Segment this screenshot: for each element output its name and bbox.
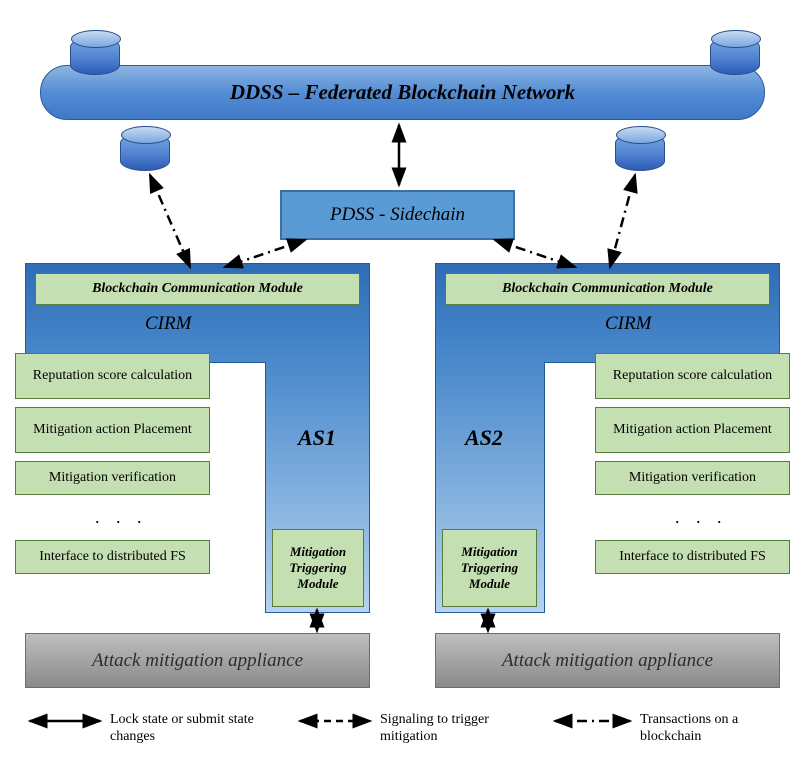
appliance-as1: Attack mitigation appliance bbox=[25, 633, 370, 688]
appliance-label: Attack mitigation appliance bbox=[502, 650, 713, 672]
cirm-label-as2: CIRM bbox=[605, 313, 651, 335]
module-verify-as1: Mitigation verification bbox=[15, 461, 210, 495]
cylinder-node bbox=[710, 37, 760, 75]
appliance-as2: Attack mitigation appliance bbox=[435, 633, 780, 688]
module-trigger-as1: Mitigation Triggering Module bbox=[272, 529, 364, 607]
bcm-box-as2: Blockchain Communication Module bbox=[445, 273, 770, 305]
legend-dashed: Signaling to trigger mitigation bbox=[380, 712, 535, 746]
module-trigger-as2: Mitigation Triggering Module bbox=[442, 529, 537, 607]
sidechain-box: PDSS - Sidechain bbox=[280, 190, 515, 240]
network-bar-label: DDSS – Federated Blockchain Network bbox=[230, 80, 575, 105]
module-iface-as2: Interface to distributed FS bbox=[595, 540, 790, 574]
module-rep-as1: Reputation score calculation bbox=[15, 353, 210, 399]
module-dots-as1: . . . bbox=[95, 507, 148, 528]
legend-solid: Lock state or submit state changes bbox=[110, 712, 280, 746]
cylinder-node bbox=[615, 133, 665, 171]
diagram-canvas: DDSS – Federated Blockchain Network PDSS… bbox=[15, 15, 790, 758]
module-iface-as1: Interface to distributed FS bbox=[15, 540, 210, 574]
module-place-as2: Mitigation action Placement bbox=[595, 407, 790, 453]
cylinder-node bbox=[70, 37, 120, 75]
sidechain-label: PDSS - Sidechain bbox=[330, 204, 465, 226]
as1-label: AS1 bbox=[298, 425, 336, 451]
module-rep-as2: Reputation score calculation bbox=[595, 353, 790, 399]
bcm-box-as1: Blockchain Communication Module bbox=[35, 273, 360, 305]
module-place-as1: Mitigation action Placement bbox=[15, 407, 210, 453]
module-verify-as2: Mitigation verification bbox=[595, 461, 790, 495]
appliance-label: Attack mitigation appliance bbox=[92, 650, 303, 672]
as2-label: AS2 bbox=[465, 425, 503, 451]
bcm-label: Blockchain Communication Module bbox=[92, 281, 303, 297]
cirm-label-as1: CIRM bbox=[145, 313, 191, 335]
network-bar: DDSS – Federated Blockchain Network bbox=[40, 65, 765, 120]
legend-dashdot: Transactions on a blockchain bbox=[640, 712, 790, 746]
bcm-label: Blockchain Communication Module bbox=[502, 281, 713, 297]
module-dots-as2: . . . bbox=[675, 507, 728, 528]
cylinder-node bbox=[120, 133, 170, 171]
